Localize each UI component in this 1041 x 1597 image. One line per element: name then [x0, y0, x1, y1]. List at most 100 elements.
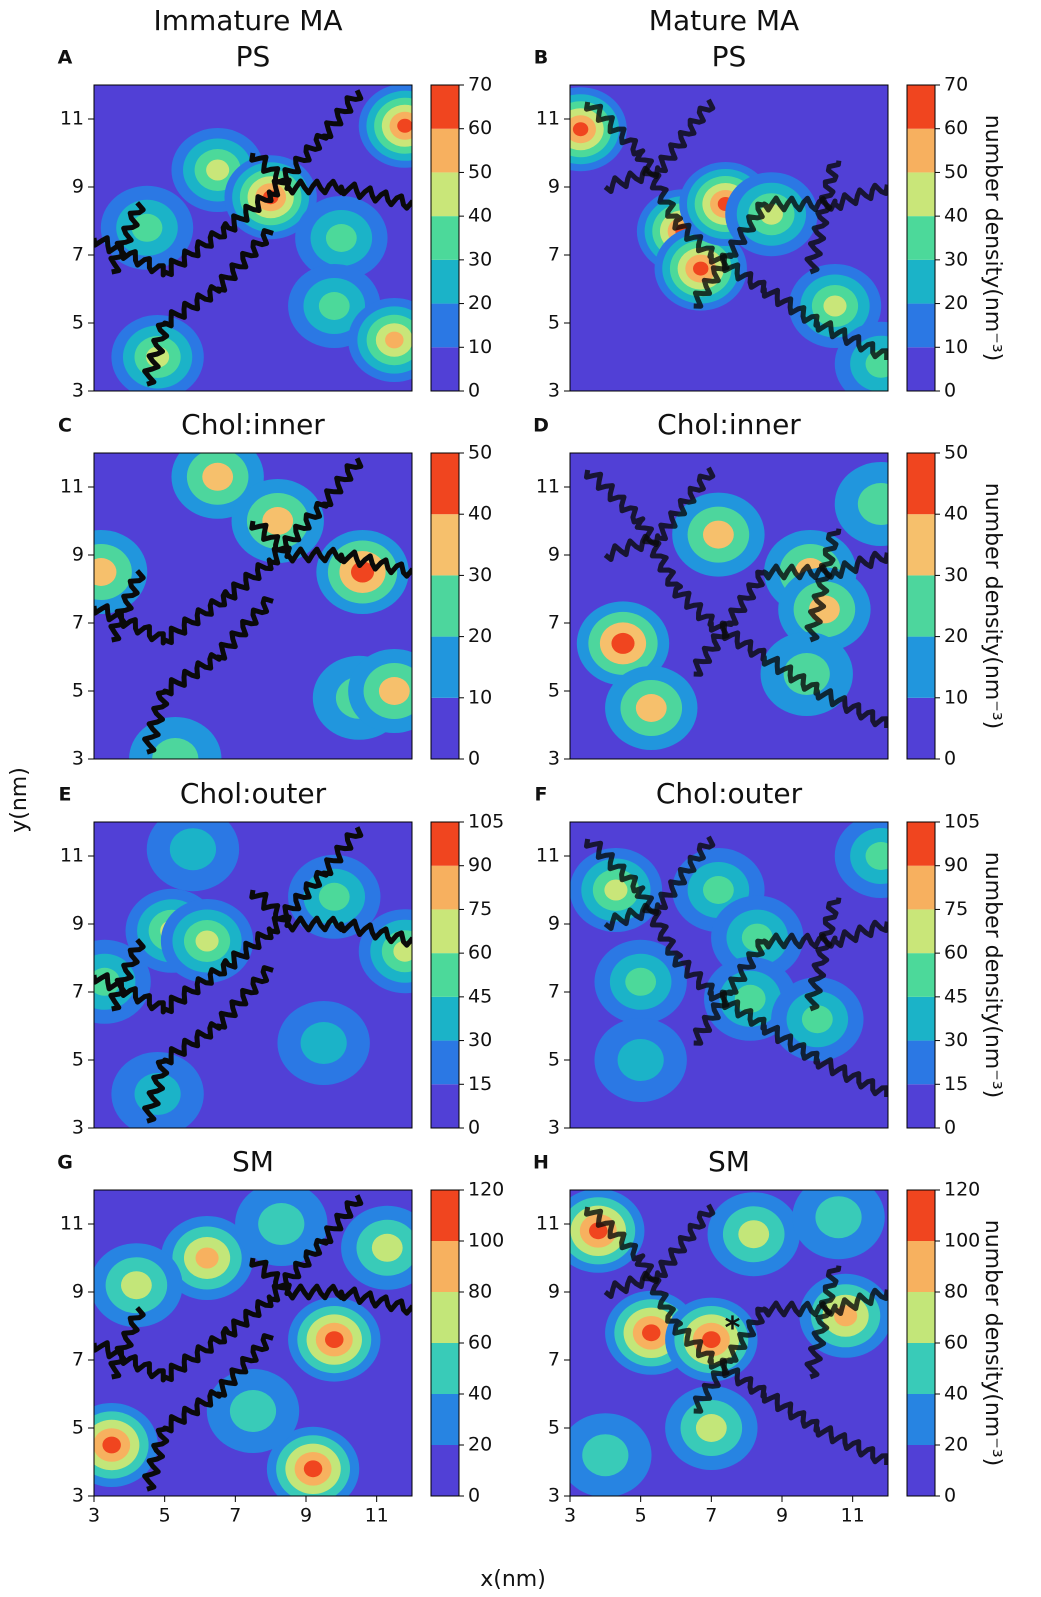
- density-contour: [703, 520, 734, 549]
- panel-letter: B: [534, 47, 548, 69]
- colorbar-tick-label: 20: [468, 625, 492, 647]
- protein-structure: [249, 520, 412, 579]
- protein-structure: [804, 897, 842, 1012]
- density-hotspot: [760, 632, 853, 716]
- density-hotspot: [94, 530, 148, 614]
- density-hotspot: [788, 264, 882, 348]
- protein-structure: [692, 1287, 888, 1414]
- density-contour: [169, 828, 217, 871]
- colorbar-segment: [431, 85, 459, 129]
- colorbar-tick-label: 40: [944, 503, 968, 525]
- density-hotspot: [295, 196, 388, 280]
- density-hotspot: [277, 1001, 370, 1085]
- colorbar-tick-label: 50: [944, 161, 968, 183]
- colorbar-segment: [907, 636, 935, 698]
- density-hotspot: [288, 1297, 381, 1382]
- colorbar-segment: [431, 172, 459, 217]
- protein-structure: [692, 550, 888, 677]
- protein-structure: [603, 98, 716, 194]
- x-tick-label: 7: [705, 1505, 717, 1527]
- colorbar-tick-label: 10: [468, 686, 492, 708]
- colorbar-tick-label: 100: [944, 1230, 980, 1252]
- plot-frame: [569, 1189, 889, 1497]
- plot-frame: [93, 1189, 413, 1497]
- y-tick-label: 7: [548, 612, 560, 634]
- y-tick-label: 7: [548, 981, 560, 1003]
- colorbar-tick-label: 60: [468, 1332, 492, 1354]
- colorbar-tick-label: 0: [468, 1117, 480, 1139]
- colorbar-frame: [430, 84, 460, 392]
- y-axis-label: y(nm): [7, 767, 32, 833]
- colorbar-segment: [907, 216, 935, 260]
- colorbar-segment: [907, 953, 935, 997]
- x-tick-label: 3: [88, 1505, 100, 1527]
- y-tick-label: 3: [72, 1117, 84, 1139]
- colorbar-label: number density(nm⁻³): [980, 852, 1005, 1099]
- protein-structure: [142, 1333, 274, 1492]
- plot-frame: [569, 84, 889, 392]
- colorbar-tick-label: 90: [944, 854, 968, 876]
- density-hotspot: [594, 1018, 687, 1102]
- y-tick-label: 11: [536, 845, 560, 867]
- density-contour: [300, 1022, 347, 1064]
- plot-area: [570, 85, 888, 391]
- plot-area: [570, 822, 888, 1128]
- protein-structure: [108, 201, 146, 275]
- panel-letter: E: [59, 784, 72, 806]
- plot-area: [570, 1190, 888, 1496]
- y-tick-label: 3: [72, 380, 84, 402]
- protein-structure: [108, 938, 146, 1012]
- density-hotspot: [94, 1243, 183, 1328]
- density-contour: [385, 331, 404, 349]
- density-contour: [202, 462, 234, 491]
- colorbar-segment: [907, 865, 935, 910]
- protein-structure: [603, 1203, 716, 1299]
- colorbar-segment: [431, 1241, 459, 1292]
- colorbar-tick-label: 15: [944, 1073, 968, 1095]
- protein-structure: [142, 596, 274, 755]
- colorbar-tick-label: 30: [944, 248, 968, 270]
- colorbar-segment: [431, 909, 459, 954]
- colorbar-tick-label: 90: [468, 854, 492, 876]
- colorbar-label: number density(nm⁻³): [980, 483, 1005, 730]
- y-tick-label: 5: [72, 680, 84, 702]
- density-contour: [371, 1233, 403, 1262]
- y-tick-label: 11: [536, 108, 560, 130]
- density-hotspot: [94, 1403, 158, 1487]
- protein-structure: [692, 919, 888, 1046]
- colorbar-tick-label: 40: [468, 503, 492, 525]
- protein-structure: [94, 826, 364, 1015]
- density-hotspot: [348, 649, 412, 733]
- protein-structure: [603, 466, 716, 562]
- x-tick-label: 5: [159, 1505, 171, 1527]
- y-tick-label: 9: [548, 544, 560, 566]
- density-contour: [815, 1196, 862, 1239]
- colorbar-segment: [431, 1084, 459, 1128]
- plot-frame: [569, 821, 889, 1129]
- colorbar-tick-label: 75: [944, 898, 968, 920]
- colorbar-tick-label: 0: [468, 380, 480, 402]
- density-hotspot: [834, 822, 888, 898]
- colorbar-tick-label: 60: [944, 942, 968, 964]
- colorbar-tick-label: 20: [468, 292, 492, 314]
- colorbar-tick-label: 60: [944, 1332, 968, 1354]
- protein-structure: [249, 1257, 412, 1316]
- density-contour: [350, 561, 375, 583]
- density-contour: [120, 1271, 152, 1300]
- colorbar-segment: [431, 347, 459, 391]
- protein-structure: [692, 182, 888, 309]
- density-contour: [102, 1436, 121, 1454]
- y-tick-label: 7: [72, 612, 84, 634]
- colorbar-tick-label: 50: [944, 442, 968, 464]
- y-tick-label: 3: [548, 380, 560, 402]
- colorbar-segment: [431, 697, 459, 759]
- y-tick-label: 5: [548, 680, 560, 702]
- colorbar-tick-label: 20: [944, 292, 968, 314]
- density-contour: [617, 1039, 664, 1081]
- colorbar-tick-label: 0: [944, 380, 956, 402]
- plot-area: [94, 1190, 412, 1496]
- density-hotspot: [594, 939, 687, 1024]
- panel-title: PS: [712, 40, 747, 73]
- colorbar-segment: [907, 85, 935, 129]
